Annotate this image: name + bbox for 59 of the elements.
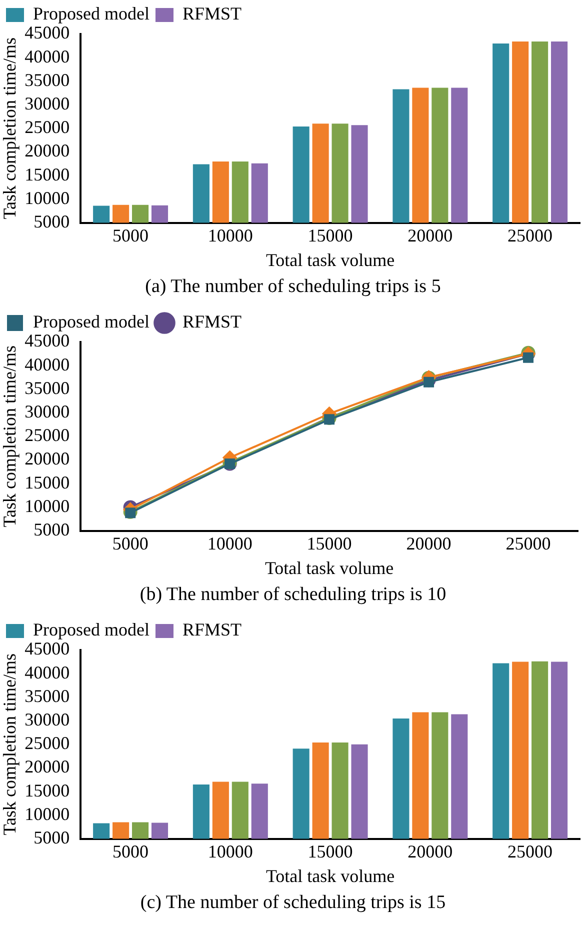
legend-label: Proposed model xyxy=(33,312,150,332)
y-tick-label: 40000 xyxy=(24,662,70,682)
y-tick-label: 25000 xyxy=(24,117,70,138)
x-tick-label: 20000 xyxy=(408,225,453,246)
point xyxy=(523,352,534,363)
x-tick-label: 20000 xyxy=(408,841,453,862)
y-tick-label: 45000 xyxy=(24,22,70,43)
y-tick-label: 15000 xyxy=(24,164,70,184)
x-tick-label: 5000 xyxy=(112,225,149,246)
x-tick-label: 25000 xyxy=(508,841,553,862)
x-tick-label: 15000 xyxy=(308,841,353,862)
legend-label: RFMST xyxy=(182,620,242,640)
text: (a) The number of scheduling trips is 5 xyxy=(144,275,442,299)
text: (c) The number of scheduling trips is 15 xyxy=(139,891,447,915)
x-tick-label: 10000 xyxy=(207,533,252,554)
x-tick-label: 20000 xyxy=(406,533,452,554)
y-tick-label: 20000 xyxy=(24,140,70,161)
y-tick-label: 40000 xyxy=(24,46,70,66)
x-axis-title: Total task volume xyxy=(266,250,395,270)
point xyxy=(324,414,335,425)
y-tick-label: 35000 xyxy=(24,70,70,90)
x-tick-label: 15000 xyxy=(306,533,352,554)
x-tick-label: 10000 xyxy=(208,841,253,862)
legend-label: RFMST xyxy=(182,4,242,24)
x-tick-label: 25000 xyxy=(506,533,551,554)
y-tick-label: 15000 xyxy=(24,780,70,800)
text: (b) The number of scheduling trips is 10 xyxy=(138,583,448,607)
y-axis-title: Task completion time/ms xyxy=(0,38,20,220)
legend-label: RFMST xyxy=(182,312,242,332)
y-tick-label: 30000 xyxy=(24,94,70,114)
legend-label: Proposed model xyxy=(33,620,150,640)
y-tick-label: 5000 xyxy=(34,520,70,540)
x-tick-label: 5000 xyxy=(112,533,148,554)
y-tick-label: 20000 xyxy=(24,756,70,777)
x-tick-label: 15000 xyxy=(308,225,353,246)
y-tick-label: 25000 xyxy=(24,733,70,754)
y-tick-label: 5000 xyxy=(34,212,70,232)
x-tick-label: 10000 xyxy=(208,225,253,246)
x-tick-label: 5000 xyxy=(112,841,149,862)
y-axis-title: Task completion time/ms xyxy=(0,346,20,528)
y-tick-label: 10000 xyxy=(24,188,70,208)
y-tick-label: 45000 xyxy=(24,638,70,659)
y-tick-label: 30000 xyxy=(24,402,70,422)
y-tick-label: 15000 xyxy=(24,472,70,492)
y-tick-label: 5000 xyxy=(34,828,70,848)
y-tick-label: 20000 xyxy=(24,448,70,469)
x-axis-title: Total task volume xyxy=(266,866,395,886)
y-tick-label: 45000 xyxy=(24,330,70,351)
legend-label: Proposed model xyxy=(33,4,150,24)
y-axis-title: Task completion time/ms xyxy=(0,654,20,836)
y-tick-label: 35000 xyxy=(24,686,70,706)
y-tick-label: 10000 xyxy=(24,804,70,824)
x-tick-label: 25000 xyxy=(508,225,553,246)
y-tick-label: 10000 xyxy=(24,496,70,516)
y-tick-label: 25000 xyxy=(24,425,70,446)
y-tick-label: 35000 xyxy=(24,378,70,398)
y-tick-label: 40000 xyxy=(24,354,70,374)
x-axis-title: Total task volume xyxy=(264,558,394,578)
y-tick-label: 30000 xyxy=(24,710,70,730)
